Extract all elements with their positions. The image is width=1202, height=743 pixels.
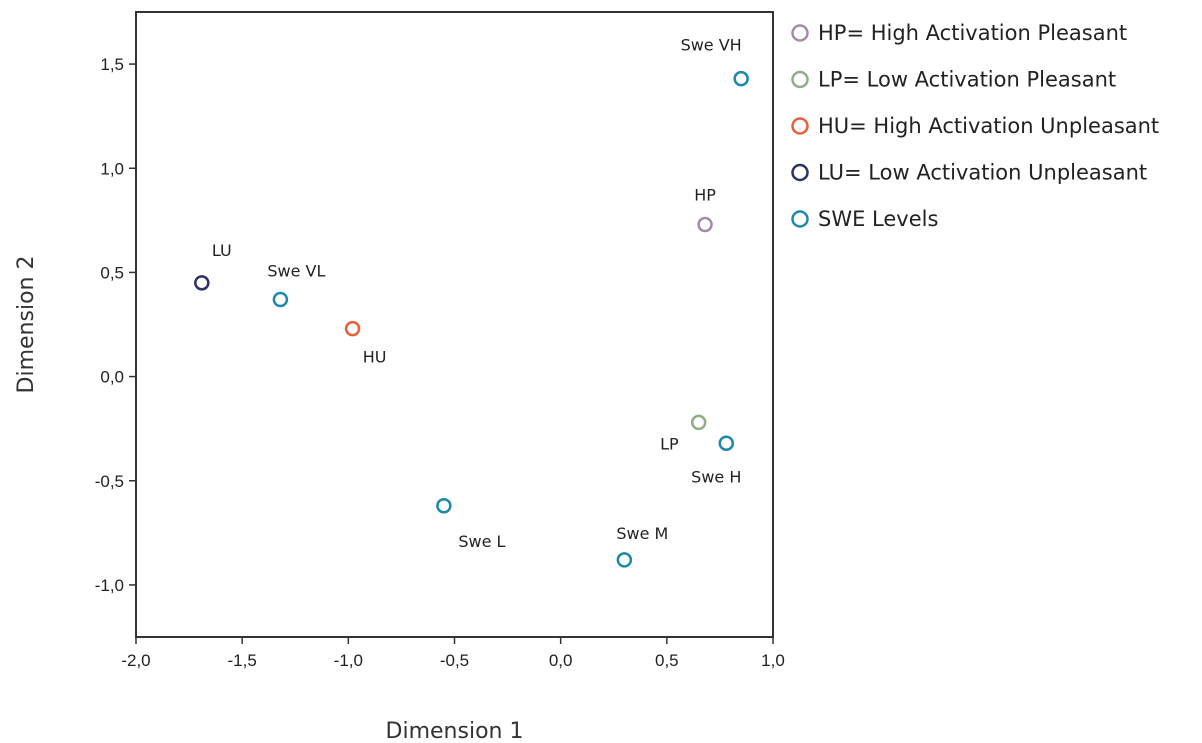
point-label-lu: LU (212, 241, 232, 260)
legend-marker (791, 210, 809, 228)
legend-marker (791, 70, 809, 89)
point-lp (690, 414, 707, 431)
point-swe-h (718, 435, 735, 451)
point-label-swe-l: Swe L (458, 532, 505, 551)
y-tick-label: 1,0 (100, 159, 124, 178)
data-points: HP LP HU LU Swe VH Swe H Swe M Swe L Swe VL (194, 36, 749, 568)
y-tick-label: 0,0 (100, 368, 124, 387)
legend-label: LU= Low Activation Unpleasant (818, 161, 1147, 185)
x-tick-label: 1,0 (761, 651, 785, 670)
y-axis-ticks: 1,5 1,0 0,5 0,0 -0,5 -1,0 (95, 55, 136, 595)
legend-marker (791, 163, 809, 182)
point-swe-vl (272, 291, 289, 308)
legend-marker (791, 24, 809, 42)
x-tick-label: -1,5 (228, 651, 257, 670)
plot-frame (135, 11, 774, 638)
point-label-hu: HU (363, 348, 387, 367)
point-swe-l (436, 498, 452, 514)
y-axis-title: Dimension 2 (14, 256, 39, 394)
point-label-swe-vl: Swe VL (267, 262, 325, 281)
y-tick-label: 0,5 (100, 263, 124, 282)
x-tick-label: -2,0 (121, 651, 150, 670)
point-lu (194, 275, 210, 291)
legend-label: HU= High Activation Unpleasant (818, 114, 1159, 138)
point-swe-vh (733, 70, 749, 87)
point-hp (697, 216, 713, 233)
x-axis-ticks: -2,0 -1,5 -1,0 -0,5 0,0 0,5 1,0 (121, 637, 785, 670)
point-label-lp: LP (660, 434, 679, 453)
x-tick-label: 0,0 (549, 651, 573, 670)
point-swe-m (616, 552, 633, 568)
point-label-swe-h: Swe H (691, 467, 741, 486)
y-tick-label: -0,5 (95, 472, 124, 491)
x-axis-title: Dimension 1 (386, 719, 524, 743)
x-tick-label: -1,0 (334, 651, 363, 670)
x-tick-label: -0,5 (440, 651, 469, 670)
x-tick-label: 0,5 (655, 651, 679, 670)
legend-label: LP= Low Activation Pleasant (818, 68, 1116, 92)
legend: HP= High Activation Pleasant LP= Low Acti… (791, 21, 1159, 231)
y-tick-label: 1,5 (100, 55, 124, 74)
point-label-swe-vh: Swe VH (681, 36, 742, 55)
legend-label: SWE Levels (818, 207, 938, 231)
point-label-swe-m: Swe M (616, 524, 668, 543)
y-tick-label: -1,0 (95, 576, 124, 595)
legend-marker (791, 117, 809, 135)
point-hu (344, 320, 361, 337)
point-label-hp: HP (694, 186, 716, 205)
legend-label: HP= High Activation Pleasant (818, 21, 1127, 45)
